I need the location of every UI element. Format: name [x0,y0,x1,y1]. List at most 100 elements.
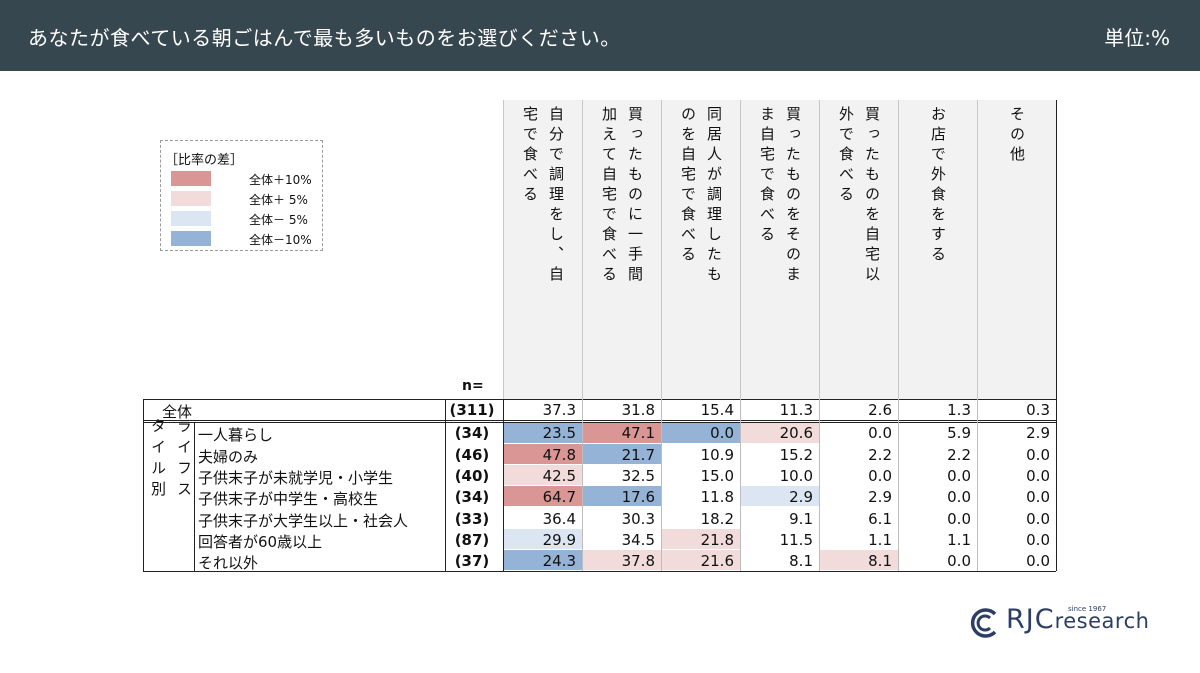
value-cell: 24.3 [504,550,582,571]
value-cell: 2.9 [741,486,819,507]
page-title: あなたが食べている朝ごはんで最も多いものをお選びください。 [28,26,621,50]
row-label: 夫婦のみ [198,447,259,466]
column-header: その他 [977,100,1056,399]
legend-swatch [171,191,211,206]
n-divider [503,399,504,572]
value-cell: 0.0 [662,422,740,443]
legend-swatch [171,231,211,246]
n-value: (311) [449,401,495,419]
value-cell: 8.1 [789,552,813,571]
value-cell: 11.3 [779,401,813,419]
row-label: 子供末子が大学生以上・社会人 [198,511,409,530]
value-cell: 21.6 [662,550,740,571]
legend-title: ［比率の差］ [165,153,244,168]
legend-label: 全体＋10% [249,173,312,187]
value-cell: 10.0 [779,466,813,485]
value-cell: 42.5 [504,464,582,486]
table-left-border [143,399,144,572]
n-value: (34) [454,488,490,507]
column-header: 自分で調理をし、自 宅で食べる [503,100,582,399]
n-value: (40) [454,466,490,485]
value-cell: 1.1 [868,530,892,549]
logo-text: RJCresearch [1006,604,1150,635]
total-row-label: 全体 [162,403,193,421]
legend: ［比率の差］ 全体＋10% 全体＋ 5% 全体－ 5% 全体－10% [160,140,323,251]
logo-since: since 1967 [1068,605,1107,613]
group-label-text: タイル別 [149,418,167,502]
value-cell: 30.3 [621,509,655,528]
legend-label: 全体－ 5% [249,213,308,227]
column-header-text: その他 [1008,106,1026,166]
column-header-text: お店で外食をする [929,106,947,266]
rjc-logo: since 1967 RJCresearch [968,603,1153,643]
value-cell: 0.0 [1026,445,1050,464]
value-cell: 37.3 [542,401,576,419]
value-cell: 31.8 [621,401,655,419]
column-header: お店で外食をする [898,100,977,399]
value-cell: 0.0 [1026,552,1050,571]
column-header-text: ま自宅で食べる [758,106,776,246]
value-cell: 34.5 [621,530,655,549]
value-cell: 15.2 [779,445,813,464]
value-cell: 29.9 [504,528,582,550]
value-cell: 0.0 [947,509,971,528]
label-divider [445,399,446,572]
row-label: 一人暮らし [198,426,274,445]
value-cell: 0.0 [1026,466,1050,485]
value-cell: 47.1 [583,422,661,443]
value-cell: 21.8 [662,528,740,550]
column-divider [661,399,662,572]
legend-label: 全体＋ 5% [249,193,308,207]
value-cell: 10.9 [700,445,734,464]
column-divider [977,399,978,572]
column-header-text: 加えて自宅で食べる [600,106,618,286]
column-divider [898,399,899,572]
row-label: 回答者が60歳以上 [198,532,323,551]
total-row-border-double [143,422,1056,424]
column-header: 買ったものをそのま ま自宅で食べる [740,100,819,399]
column-header-text: 買ったものをそのま [784,106,802,286]
value-cell: 2.9 [1026,424,1050,443]
row-label: 子供末子が未就学児・小学生 [198,468,394,487]
value-cell: 9.1 [789,509,813,528]
legend-label: 全体－10% [249,233,312,247]
value-cell: 0.0 [1026,509,1050,528]
value-cell: 15.4 [700,401,734,419]
value-cell: 2.2 [947,445,971,464]
value-cell: 6.1 [868,509,892,528]
value-cell: 20.6 [741,422,819,443]
legend-swatch [171,211,211,226]
legend-item-plus5: 全体＋ 5% [171,191,319,207]
value-cell: 1.3 [947,401,971,419]
value-cell: 2.9 [868,488,892,507]
total-row-border [143,420,1056,422]
legend-swatch [171,171,211,186]
value-cell: 17.6 [583,486,661,507]
value-cell: 32.5 [621,466,655,485]
column-divider [740,399,741,572]
value-cell: 1.1 [947,530,971,549]
row-label: それ以外 [198,554,259,573]
value-cell: 11.8 [700,488,734,507]
value-cell: 37.8 [583,550,661,571]
table-bottom-border [143,571,1056,573]
group-label-text: ライフス [175,418,193,502]
group-divider [194,422,195,572]
column-header: 買ったものを自宅以 外で食べる [819,100,898,399]
logo-mark-icon [970,608,997,638]
column-header-text: 自分で調理をし、自 [547,106,565,286]
value-cell: 47.8 [504,443,582,464]
value-cell: 36.4 [542,509,576,528]
value-cell: 0.0 [947,552,971,571]
value-cell: 0.0 [1026,530,1050,549]
n-value: (87) [454,530,490,549]
header-bar: あなたが食べている朝ごはんで最も多いものをお選びください。 単位:% [0,0,1200,71]
value-cell: 0.0 [868,424,892,443]
table-right-border [1056,100,1057,572]
column-header-text: 宅で食べる [521,106,539,206]
value-cell: 8.1 [820,550,898,571]
column-header: 同居人が調理したも のを自宅で食べる [661,100,740,399]
value-cell: 0.0 [947,488,971,507]
column-header-text: のを自宅で食べる [679,106,697,266]
